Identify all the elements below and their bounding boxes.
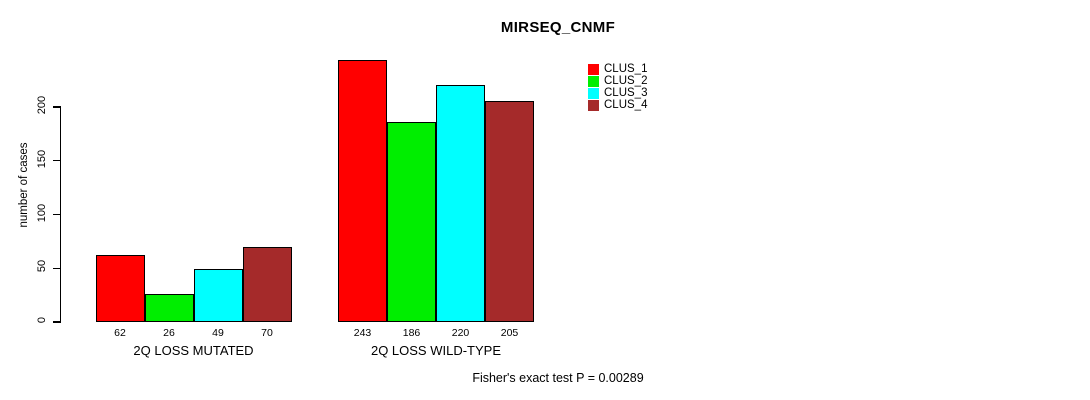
bar-clus3-mutated — [193, 269, 243, 322]
bar-value-label: 186 — [402, 327, 421, 339]
fisher-test-caption: Fisher's exact test P = 0.00289 — [472, 371, 644, 385]
y-tick-label: 0 — [36, 316, 48, 324]
y-axis-label: number of cases — [18, 142, 30, 228]
legend-label: CLUS_2 — [604, 75, 648, 87]
legend-item-clus1: CLUS_1 — [588, 63, 647, 75]
bar-value-label: 220 — [451, 327, 470, 339]
chart-title: MIRSEQ_CNMF — [500, 19, 616, 36]
bar-clus3-wildtype — [436, 85, 485, 322]
bar-clus1-wildtype — [338, 60, 387, 322]
legend-label: CLUS_4 — [604, 99, 648, 111]
legend-swatch-clus4-icon — [588, 99, 599, 111]
x-category-label-wildtype: 2Q LOSS WILD-TYPE — [370, 343, 502, 358]
y-tick — [53, 321, 61, 323]
legend-label: CLUS_3 — [604, 87, 648, 99]
bar-value-label: 243 — [353, 327, 372, 339]
y-tick-label: 50 — [36, 260, 48, 273]
bar-clus1-mutated — [95, 255, 145, 322]
y-tick — [53, 267, 61, 269]
bar-value-label: 62 — [114, 327, 126, 339]
legend-swatch-clus2-icon — [588, 75, 599, 87]
y-tick — [53, 213, 61, 216]
legend: CLUS_1 CLUS_2 CLUS_3 CLUS_4 — [588, 63, 647, 111]
bar-clus2-mutated — [144, 294, 194, 322]
bar-clus4-mutated — [242, 246, 292, 322]
y-tick-label: 150 — [36, 149, 48, 168]
y-tick — [53, 106, 61, 108]
y-tick-label: 200 — [36, 95, 48, 115]
legend-item-clus4: CLUS_4 — [588, 99, 647, 111]
legend-swatch-clus3-icon — [588, 87, 599, 99]
legend-item-clus3: CLUS_3 — [588, 87, 647, 99]
x-category-label-mutated: 2Q LOSS MUTATED — [133, 343, 254, 358]
y-tick — [53, 160, 61, 162]
y-tick-label: 100 — [36, 203, 48, 222]
bar-value-label: 49 — [212, 327, 224, 339]
legend-label: CLUS_1 — [604, 63, 648, 75]
legend-swatch-clus1-icon — [588, 63, 599, 75]
bar-value-label: 70 — [261, 327, 273, 339]
bar-value-label: 26 — [163, 327, 175, 339]
bar-clus4-wildtype — [485, 101, 534, 322]
bar-value-label: 205 — [500, 327, 519, 339]
legend-item-clus2: CLUS_2 — [588, 75, 647, 87]
bar-clus2-wildtype — [387, 121, 436, 322]
